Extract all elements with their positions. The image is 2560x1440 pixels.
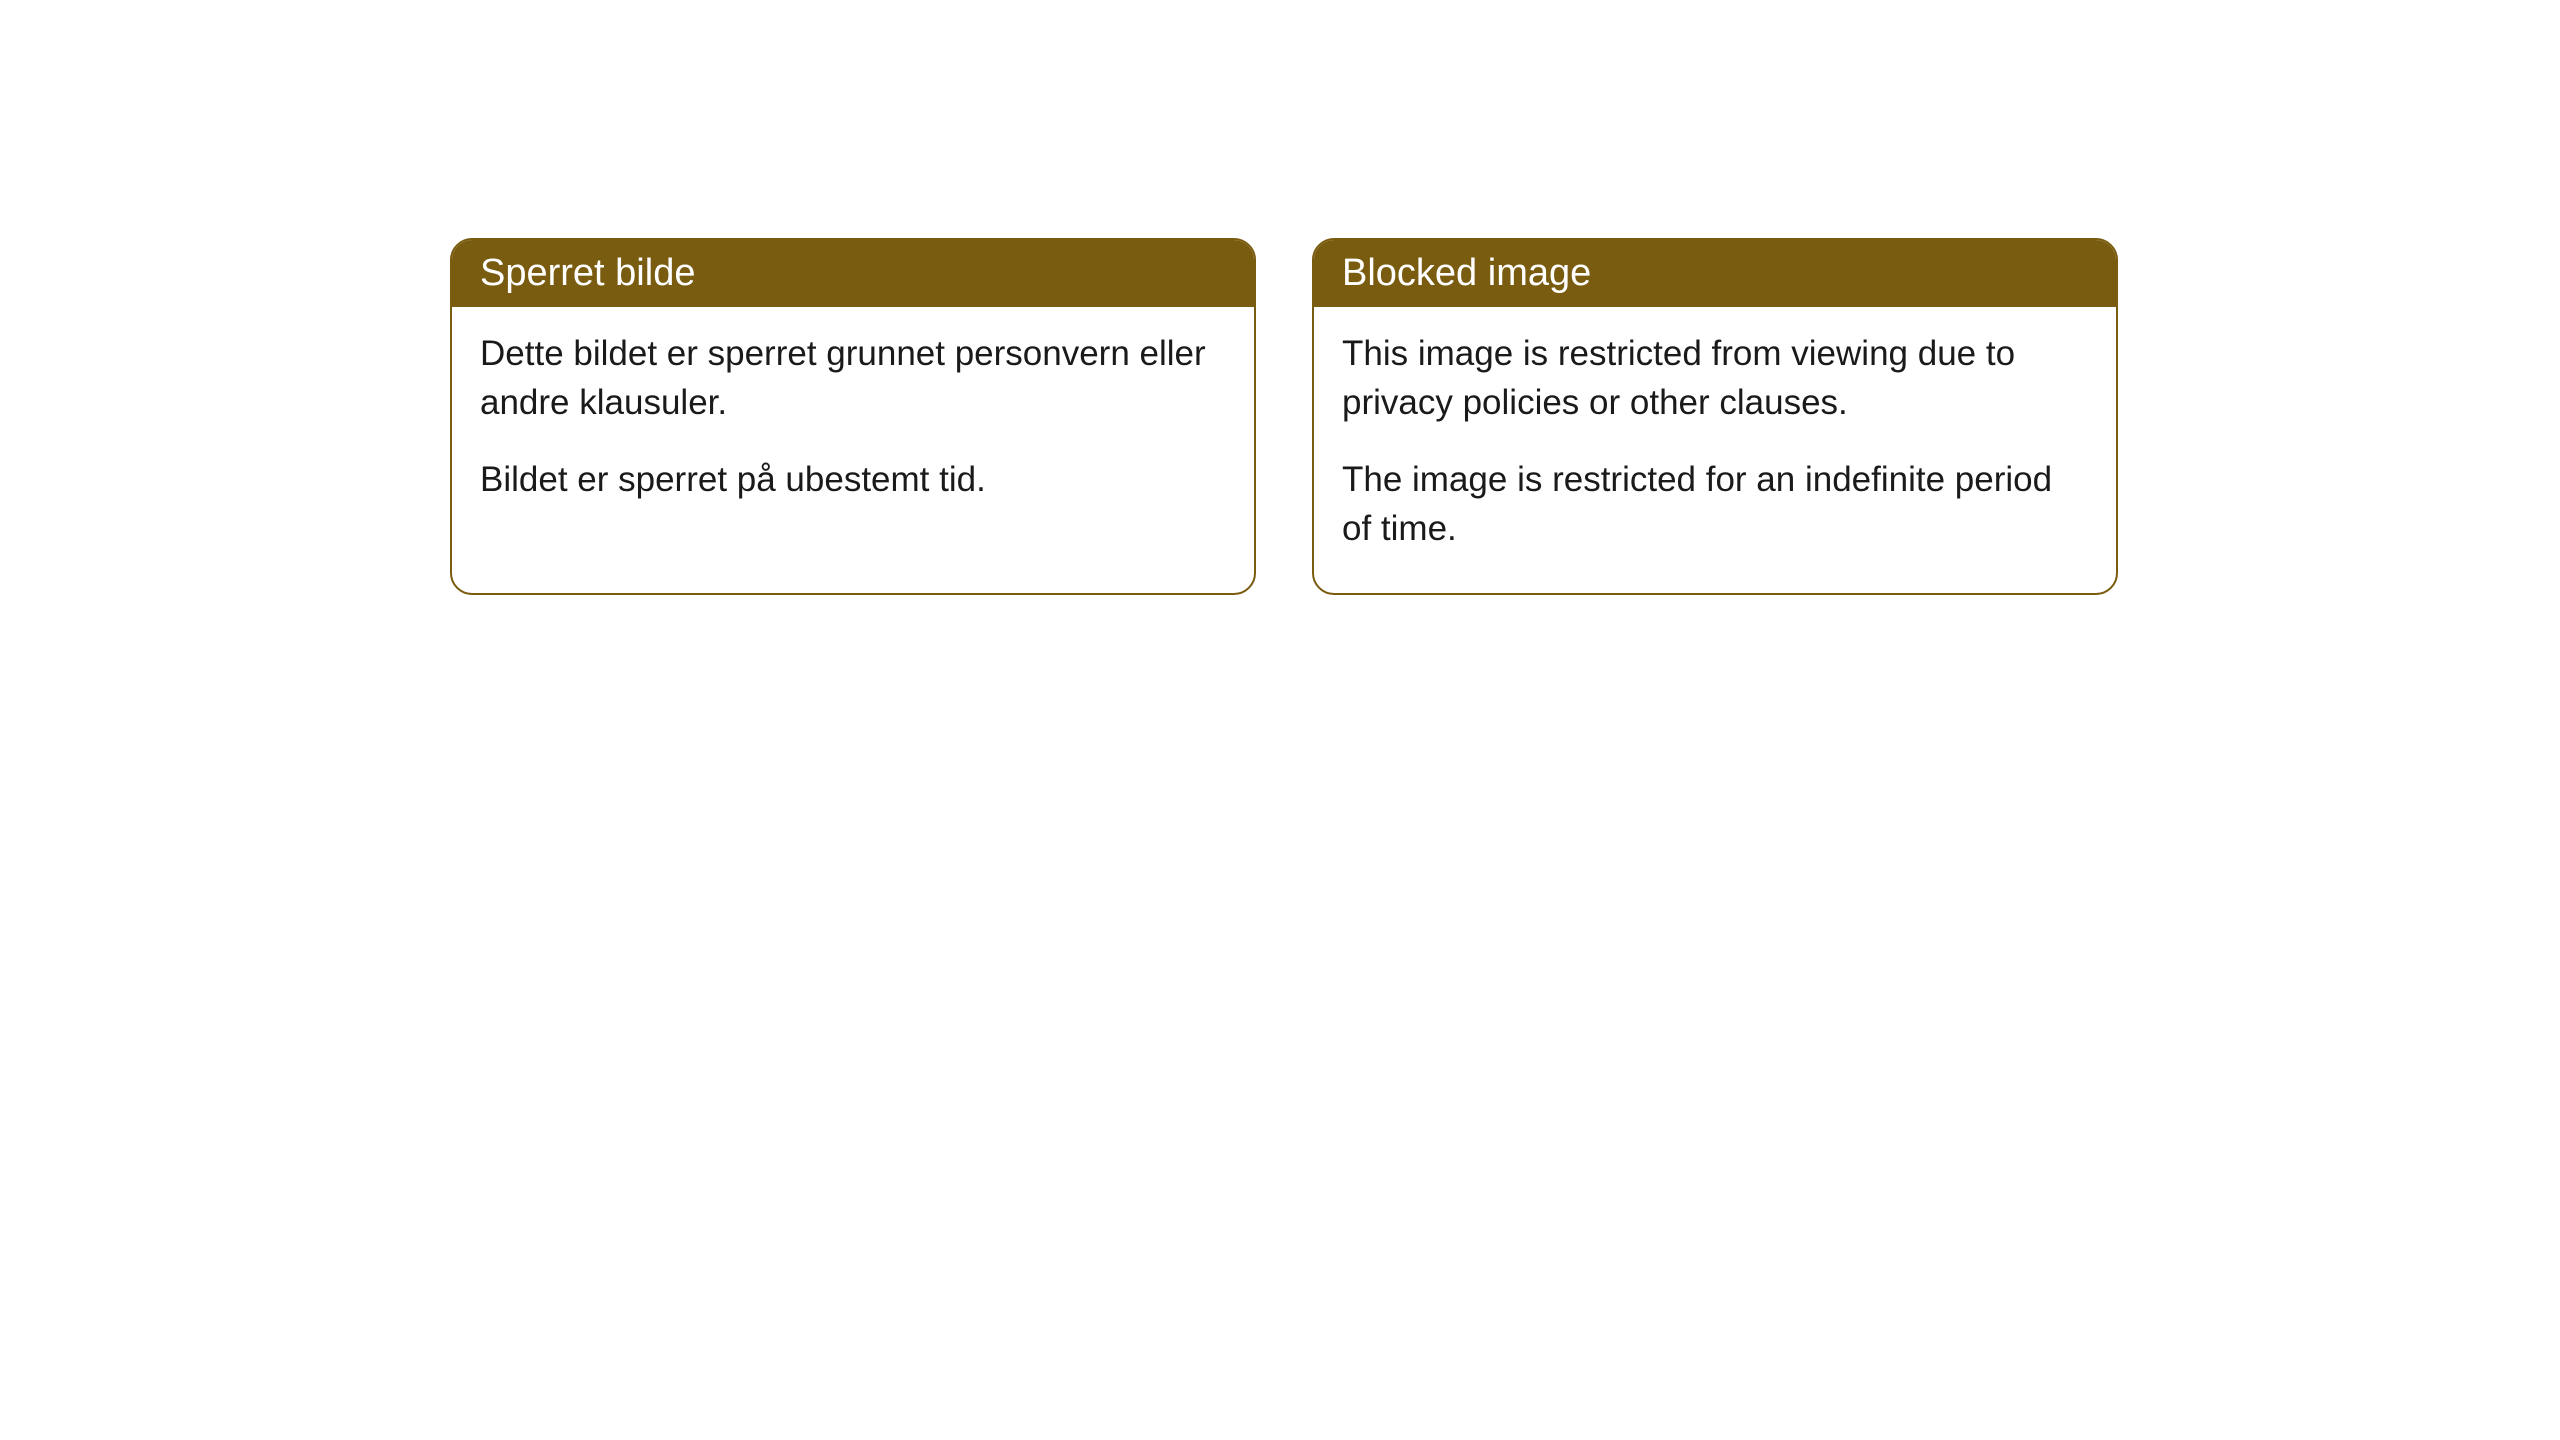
notice-paragraph: The image is restricted for an indefinit… bbox=[1342, 455, 2088, 553]
notice-paragraph: Dette bildet er sperret grunnet personve… bbox=[480, 329, 1226, 427]
notice-body: Dette bildet er sperret grunnet personve… bbox=[452, 307, 1254, 544]
notice-header: Blocked image bbox=[1314, 240, 2116, 307]
notice-card-english: Blocked image This image is restricted f… bbox=[1312, 238, 2118, 595]
notice-paragraph: This image is restricted from viewing du… bbox=[1342, 329, 2088, 427]
notice-title: Sperret bilde bbox=[480, 252, 695, 294]
notice-card-norwegian: Sperret bilde Dette bildet er sperret gr… bbox=[450, 238, 1256, 595]
notice-container: Sperret bilde Dette bildet er sperret gr… bbox=[450, 238, 2118, 595]
notice-header: Sperret bilde bbox=[452, 240, 1254, 307]
notice-body: This image is restricted from viewing du… bbox=[1314, 307, 2116, 593]
notice-title: Blocked image bbox=[1342, 252, 1591, 294]
notice-paragraph: Bildet er sperret på ubestemt tid. bbox=[480, 455, 1226, 504]
